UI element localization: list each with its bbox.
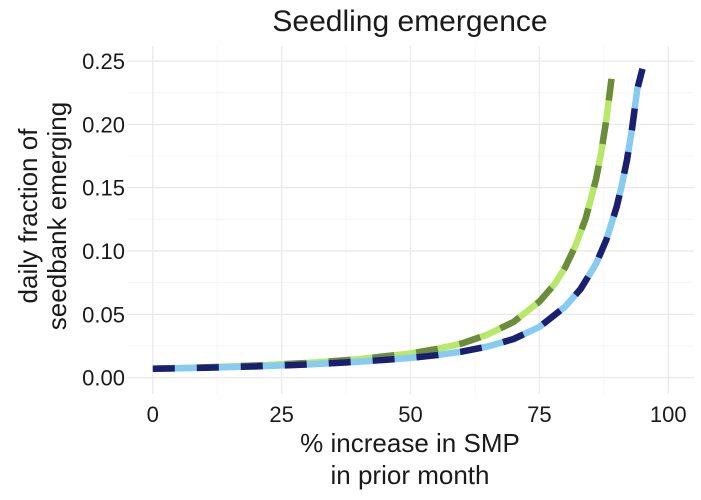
series-2-line: [152, 67, 646, 372]
x-tick-label: 0: [147, 402, 159, 427]
x-tick-label: 100: [650, 402, 687, 427]
x-tick-label: 25: [269, 402, 293, 427]
y-tick-label: 0.05: [82, 302, 125, 327]
y-tick-labels: 0.00 0.05 0.10 0.15 0.20 0.25: [82, 49, 125, 390]
y-tick-label: 0.00: [82, 366, 125, 391]
y-axis-title-line-1: daily fraction of: [13, 128, 43, 304]
x-tick-label: 75: [527, 402, 551, 427]
y-tick-label: 0.20: [82, 112, 125, 137]
y-axis-title-line-2: seedbank emerging: [42, 102, 72, 330]
y-tick-label: 0.25: [82, 49, 125, 74]
x-axis-title-line-1: % increase in SMP: [300, 428, 520, 458]
series-lines: [152, 67, 646, 372]
chart-title: Seedling emergence: [272, 5, 547, 38]
series-1-dashes: [152, 78, 615, 372]
x-tick-labels: 0 25 50 75 100: [147, 402, 687, 427]
gridlines: [127, 46, 694, 394]
series-2-dashes: [152, 67, 646, 372]
y-tick-label: 0.15: [82, 176, 125, 201]
y-tick-label: 0.10: [82, 239, 125, 264]
x-axis-title-line-2: in prior month: [331, 460, 490, 490]
x-tick-label: 50: [398, 402, 422, 427]
